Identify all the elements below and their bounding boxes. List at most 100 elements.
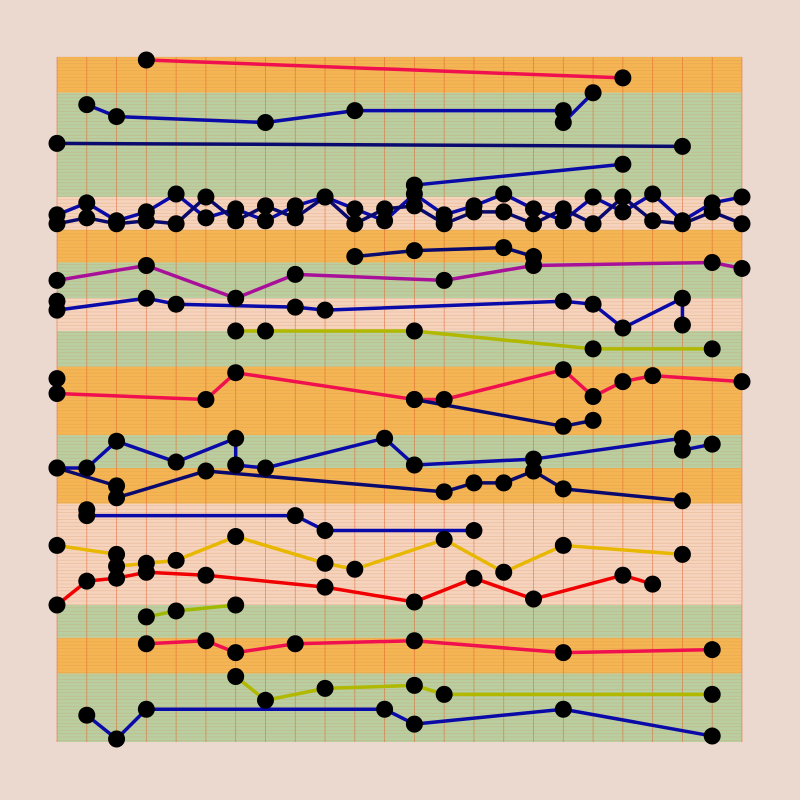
data-point [525, 462, 543, 480]
data-point [137, 212, 155, 230]
data-point [584, 215, 602, 233]
data-point [256, 459, 274, 477]
data-point [733, 373, 751, 391]
data-point [554, 200, 572, 218]
data-point [167, 602, 185, 620]
data-point [525, 256, 543, 274]
data-point [376, 200, 394, 218]
data-point [525, 200, 543, 218]
data-point [256, 322, 274, 340]
data-point [554, 480, 572, 498]
data-point [614, 69, 632, 87]
data-point [78, 96, 96, 114]
data-point [405, 185, 423, 203]
data-point [554, 536, 572, 554]
data-point [554, 102, 572, 120]
data-point [78, 194, 96, 212]
data-point [227, 364, 245, 382]
data-point [227, 322, 245, 340]
data-point [137, 256, 155, 274]
data-point [316, 554, 334, 572]
data-point [48, 385, 66, 403]
data-point [554, 417, 572, 435]
data-point [137, 635, 155, 653]
data-point [584, 411, 602, 429]
series-line [414, 162, 624, 187]
data-point [227, 667, 245, 685]
data-point [78, 209, 96, 227]
data-point [465, 203, 483, 221]
data-point [227, 212, 245, 230]
data-point [495, 563, 513, 581]
data-point [376, 212, 394, 230]
data-point [405, 593, 423, 611]
data-point [167, 295, 185, 313]
data-point [48, 134, 66, 152]
data-point [405, 632, 423, 650]
data-point [48, 370, 66, 388]
data-point [644, 212, 662, 230]
background-band [57, 468, 742, 504]
data-point [137, 563, 155, 581]
data-point [197, 632, 215, 650]
data-point [137, 608, 155, 626]
data-point [525, 215, 543, 233]
data-point [108, 108, 126, 126]
data-point [346, 248, 364, 266]
data-point [525, 450, 543, 468]
data-point [495, 239, 513, 257]
data-point [673, 441, 691, 459]
data-point [78, 706, 96, 724]
data-point [286, 507, 304, 525]
data-point [376, 700, 394, 718]
data-point [256, 114, 274, 132]
data-point [614, 373, 632, 391]
background-bands [57, 57, 742, 742]
data-point [644, 185, 662, 203]
data-point [346, 215, 364, 233]
data-point [316, 679, 334, 697]
series-line [146, 58, 623, 80]
data-point [316, 578, 334, 596]
data-point [286, 265, 304, 283]
data-point [108, 432, 126, 450]
data-point [673, 429, 691, 447]
data-point [584, 84, 602, 102]
data-point [48, 459, 66, 477]
series-markers [48, 51, 751, 748]
data-point [137, 700, 155, 718]
data-point [197, 188, 215, 206]
data-point [346, 200, 364, 218]
data-point [435, 483, 453, 501]
data-point [495, 203, 513, 221]
data-point [435, 271, 453, 289]
data-point [286, 635, 304, 653]
data-point [554, 212, 572, 230]
data-point [376, 429, 394, 447]
data-point [673, 316, 691, 334]
data-point [733, 259, 751, 277]
data-point [495, 185, 513, 203]
data-point [108, 489, 126, 507]
data-point [554, 114, 572, 132]
data-point [703, 685, 721, 703]
data-point [465, 474, 483, 492]
data-point [227, 644, 245, 662]
data-point [48, 536, 66, 554]
data-point [48, 215, 66, 233]
data-point [108, 730, 126, 748]
data-point [108, 215, 126, 233]
data-point [197, 566, 215, 584]
data-point [346, 560, 364, 578]
series-line [354, 245, 535, 259]
data-point [703, 254, 721, 271]
data-point [435, 215, 453, 233]
data-point [405, 715, 423, 733]
series-line [56, 260, 743, 300]
data-point [286, 298, 304, 316]
background-band [57, 262, 742, 299]
data-point [78, 572, 96, 590]
data-point [703, 203, 721, 221]
data-point [644, 575, 662, 593]
grid [56, 56, 743, 742]
